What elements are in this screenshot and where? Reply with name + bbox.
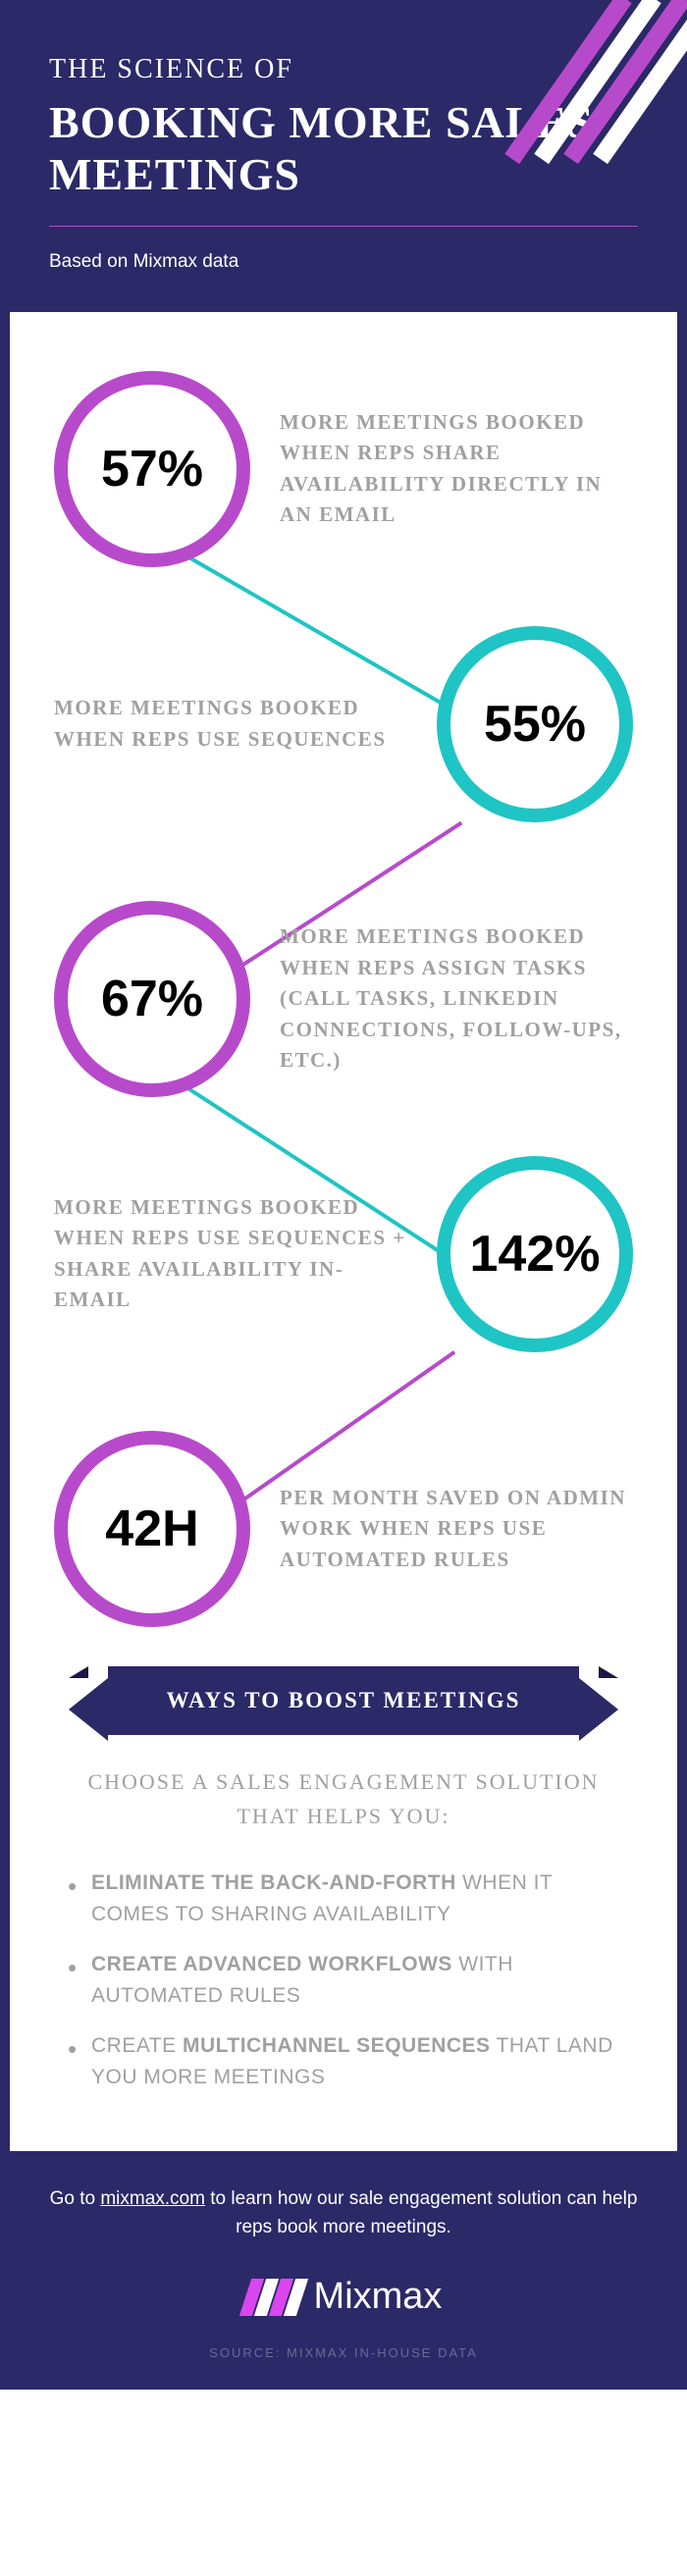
stat-value: 142% <box>470 1225 601 1284</box>
stat-value: 42H <box>105 1499 198 1558</box>
stat-circle: 42H <box>54 1431 250 1627</box>
stat-text: MORE MEETINGS BOOKED WHEN REPS SHARE AVA… <box>280 407 633 531</box>
header: THE SCIENCE OF BOOKING MORE SALES MEETIN… <box>0 0 687 312</box>
stat-value: 55% <box>484 695 586 754</box>
footer-link[interactable]: mixmax.com <box>100 2188 205 2209</box>
tip-item: CREATE MULTICHANNEL SEQUENCES THAT LAND … <box>64 2030 623 2092</box>
source-text: SOURCE: MIXMAX IN-HOUSE DATA <box>39 2345 648 2360</box>
stat-row: 57% MORE MEETINGS BOOKED WHEN REPS SHARE … <box>54 371 633 567</box>
cta-post: to learn how our sale engagement solutio… <box>205 2188 637 2237</box>
footer: Go to mixmax.com to learn how our sale e… <box>0 2151 687 2390</box>
tips-intro: CHOOSE A SALES ENGAGEMENT SOLUTION THAT … <box>54 1764 633 1833</box>
stat-text: PER MONTH SAVED ON ADMIN WORK WHEN REPS … <box>280 1483 633 1576</box>
logo-text: Mixmax <box>314 2276 443 2318</box>
stat-circle: 57% <box>54 371 250 567</box>
stat-text: MORE MEETINGS BOOKED WHEN REPS USE SEQUE… <box>54 693 407 755</box>
stat-row: 42H PER MONTH SAVED ON ADMIN WORK WHEN RE… <box>54 1431 633 1627</box>
header-decoration <box>540 0 687 157</box>
logo-icon <box>245 2279 302 2316</box>
stat-circle: 142% <box>437 1156 633 1352</box>
header-divider <box>49 226 638 227</box>
stat-value: 57% <box>101 440 203 499</box>
section-banner-wrap: WAYS TO BOOST MEETINGS <box>54 1666 633 1735</box>
stat-text: MORE MEETINGS BOOKED WHEN REPS USE SEQUE… <box>54 1192 407 1316</box>
stat-text: MORE MEETINGS BOOKED WHEN REPS ASSIGN TA… <box>280 921 633 1077</box>
main-content: 57% MORE MEETINGS BOOKED WHEN REPS SHARE … <box>0 312 687 2151</box>
section-banner: WAYS TO BOOST MEETINGS <box>108 1666 580 1735</box>
cta-pre: Go to <box>50 2188 101 2209</box>
banner-text: WAYS TO BOOST MEETINGS <box>167 1688 521 1712</box>
tip-item: CREATE ADVANCED WORKFLOWS WITH AUTOMATED… <box>64 1949 623 2011</box>
stat-row: 67% MORE MEETINGS BOOKED WHEN REPS ASSIGN… <box>54 901 633 1097</box>
based-on: Based on Mixmax data <box>49 251 638 273</box>
stat-value: 67% <box>101 970 203 1028</box>
stat-row: 142% MORE MEETINGS BOOKED WHEN REPS USE S… <box>54 1156 633 1352</box>
footer-cta: Go to mixmax.com to learn how our sale e… <box>39 2185 648 2241</box>
stat-circle: 55% <box>437 626 633 822</box>
tips-list: ELIMINATE THE BACK-AND-FORTH WHEN IT COM… <box>54 1867 633 2092</box>
stat-row: 55% MORE MEETINGS BOOKED WHEN REPS USE SE… <box>54 626 633 822</box>
tip-item: ELIMINATE THE BACK-AND-FORTH WHEN IT COM… <box>64 1867 623 1929</box>
logo: Mixmax <box>39 2276 648 2318</box>
stat-circle: 67% <box>54 901 250 1097</box>
